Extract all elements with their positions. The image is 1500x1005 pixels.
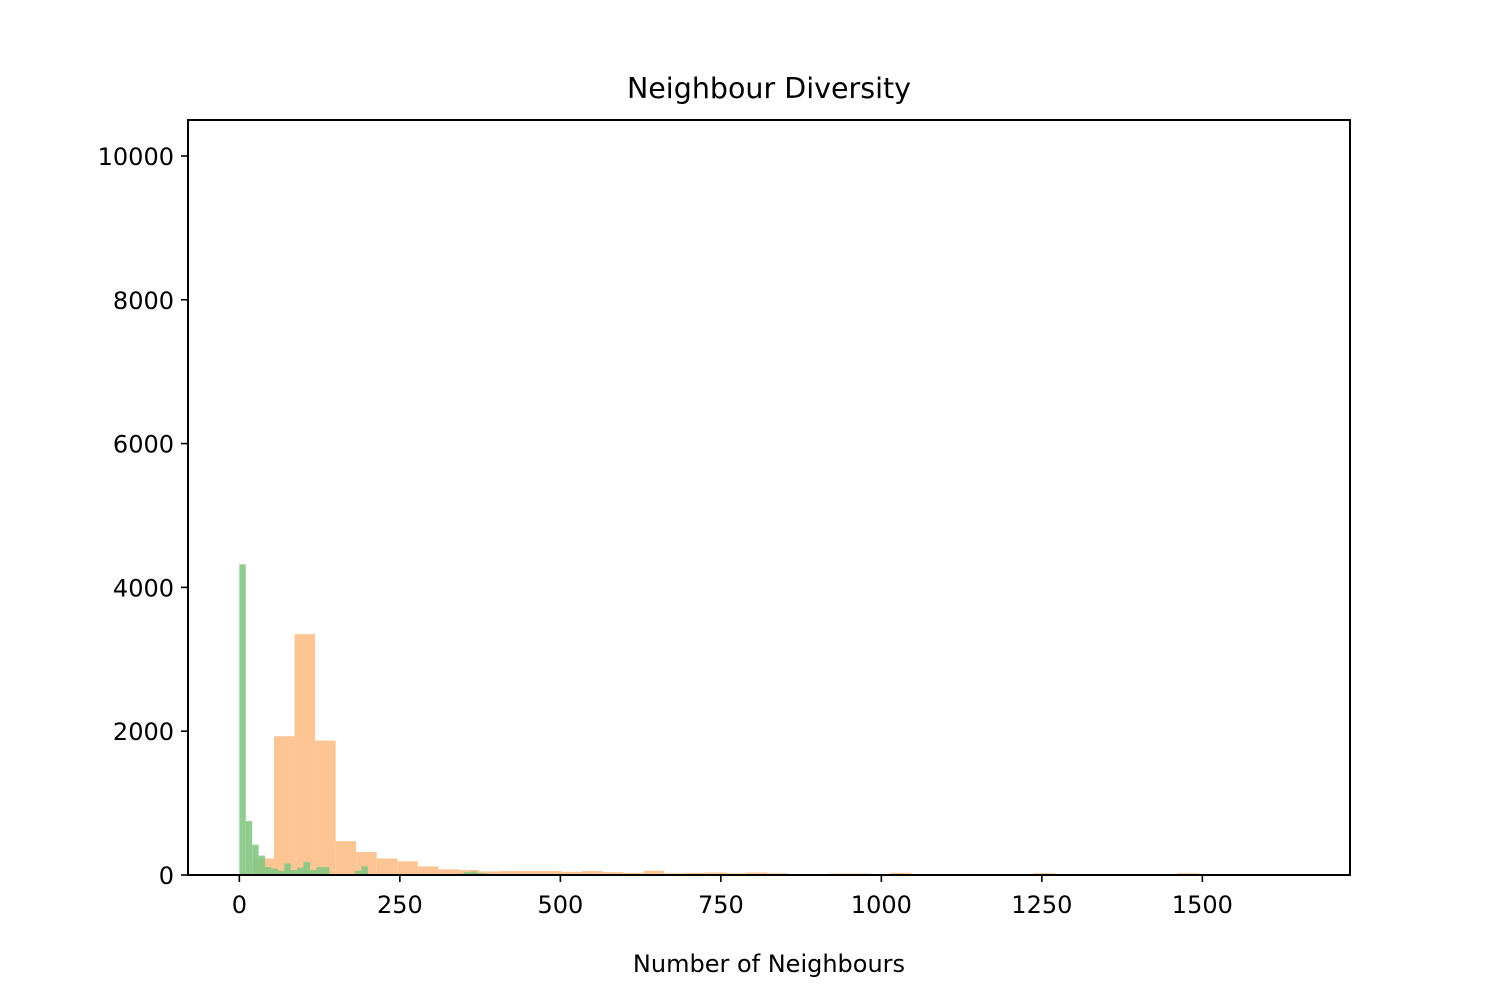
y-tick-label: 4000 [113,574,174,602]
y-tick-label: 0 [159,862,174,890]
x-tick-label: 750 [698,891,744,919]
green-series-bar [304,862,310,875]
y-tick-label: 10000 [98,143,174,171]
green-series-bar [316,867,322,875]
orange-series-bar [274,736,295,875]
y-axis: 0 2000 4000 6000 8000 10000 [98,143,188,890]
x-tick-label: 1500 [1172,891,1233,919]
orange-series-bar [336,841,357,875]
orange-series-bar [397,861,418,875]
orange-series-bar [377,858,398,875]
x-tick-label: 0 [232,891,247,919]
orange-series [253,634,1198,875]
green-series-bar [265,867,271,875]
green-series-bar [297,868,303,875]
y-tick-label: 6000 [113,431,174,459]
green-series-bar [323,867,329,875]
x-axis: 0 250 500 750 1000 1250 1500 [232,875,1233,919]
x-tick-label: 500 [537,891,583,919]
x-tick-label: 1000 [851,891,912,919]
bars-layer [239,564,1198,875]
orange-series-bar [418,866,439,875]
plot-frame [188,120,1350,875]
orange-series-bar [295,634,316,875]
x-tick-label: 250 [377,891,423,919]
green-series-bar [239,564,245,875]
chart-title: Neighbour Diversity [627,72,911,105]
x-axis-label: Number of Neighbours [633,950,905,978]
green-series-bar [246,821,252,875]
green-series-bar [361,866,367,875]
green-series-bar [284,864,290,876]
green-series-bar [252,845,258,875]
y-tick-label: 8000 [113,287,174,315]
green-series-bar [259,856,265,875]
x-tick-label: 1250 [1011,891,1072,919]
orange-series-bar [315,741,336,875]
y-tick-label: 2000 [113,718,174,746]
